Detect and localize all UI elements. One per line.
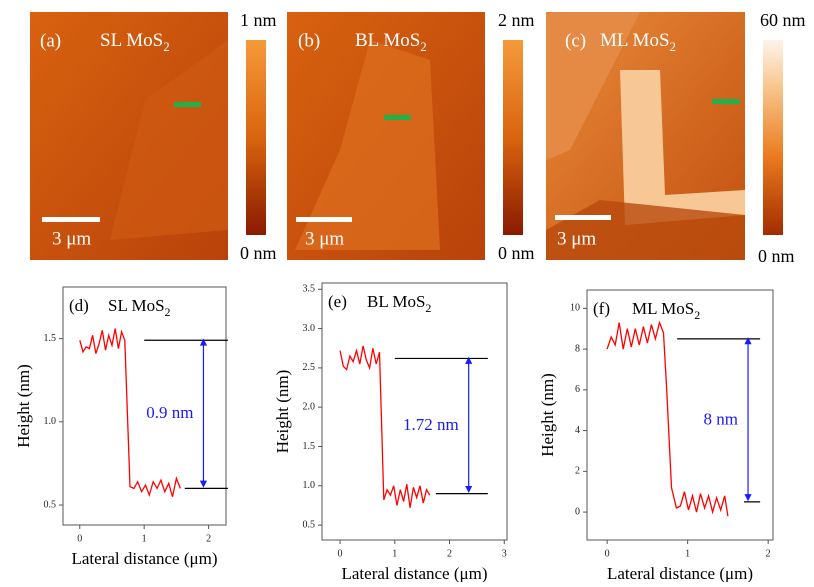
- colorbar-max: 1 nm: [240, 10, 277, 30]
- panel-label: (c): [565, 30, 586, 51]
- y-tick-label: 1.0: [44, 416, 57, 427]
- profile-marker: [712, 99, 740, 104]
- scale-bar-label: 3 μm: [52, 228, 91, 249]
- scale-bar: [555, 215, 611, 220]
- colorbar: [503, 40, 523, 235]
- y-tick-label: 1.0: [303, 480, 316, 491]
- colorbar-min: 0 nm: [498, 243, 535, 263]
- y-tick-label: 4: [575, 425, 580, 436]
- title-text: ML MoS: [632, 299, 694, 318]
- title-text: SL MoS: [100, 30, 163, 51]
- x-axis-label: Lateral distance (μm): [607, 564, 753, 582]
- x-tick-label: 0: [338, 548, 343, 559]
- y-axis-label: Height (nm): [14, 364, 33, 448]
- colorbar-max: 60 nm: [760, 10, 806, 30]
- y-tick-label: 0.5: [303, 519, 316, 530]
- step-height-label: 1.72 nm: [403, 415, 459, 434]
- profile-marker: [384, 115, 411, 120]
- x-tick-label: 2: [447, 548, 452, 559]
- y-tick-label: 2: [575, 466, 580, 477]
- subscript: 2: [163, 39, 170, 54]
- x-tick-label: 1: [142, 533, 147, 544]
- y-tick-label: 2.0: [303, 401, 316, 412]
- x-tick-label: 1: [392, 548, 397, 559]
- subscript: 2: [165, 305, 171, 319]
- scale-bar: [296, 217, 352, 222]
- title-text: BL MoS: [367, 292, 425, 311]
- title-text: BL MoS: [355, 30, 420, 51]
- y-tick-label: 8: [575, 343, 580, 354]
- y-tick-label: 6: [575, 384, 580, 395]
- y-tick-label: 2.5: [303, 362, 316, 373]
- step-height-label: 0.9 nm: [146, 403, 193, 422]
- plot-title: BL MoS2: [367, 292, 431, 315]
- panel-label: (b): [298, 30, 320, 51]
- y-tick-label: 1.5: [303, 441, 316, 452]
- panel-label: (f): [593, 299, 610, 318]
- colorbar: [246, 40, 266, 235]
- image-title: BL MoS2: [355, 30, 427, 54]
- x-tick-label: 0: [77, 533, 82, 544]
- x-tick-label: 3: [502, 548, 507, 559]
- x-axis-label: Lateral distance (μm): [342, 564, 488, 582]
- image-title: SL MoS2: [100, 30, 170, 54]
- panel-label: (d): [69, 296, 89, 315]
- colorbar-max: 2 nm: [498, 10, 535, 30]
- plot-frame: [587, 290, 773, 540]
- x-tick-label: 0: [605, 548, 610, 559]
- profile-marker: [174, 102, 201, 107]
- step-height-label: 8 nm: [704, 409, 738, 428]
- x-tick-label: 1: [685, 548, 690, 559]
- plot-title: ML MoS2: [632, 299, 700, 322]
- y-tick-label: 3.5: [303, 284, 316, 295]
- y-axis-label: Height (nm): [538, 373, 557, 457]
- plot-frame: [322, 283, 507, 540]
- plot-frame: [63, 287, 226, 525]
- scale-bar-label: 3 μm: [305, 228, 344, 249]
- y-tick-label: 10: [570, 303, 580, 314]
- y-axis-label: Height (nm): [273, 370, 292, 454]
- figure: (a) SL MoS2 3 μm 1 nm 0 nm (b) BL MoS2 3…: [0, 0, 814, 582]
- subscript: 2: [694, 308, 700, 322]
- y-tick-label: 3.0: [303, 323, 316, 334]
- scale-bar: [42, 217, 100, 222]
- y-tick-label: 0.5: [44, 499, 57, 510]
- y-tick-label: 0: [575, 506, 580, 517]
- y-tick-label: 1.5: [44, 333, 57, 344]
- subscript: 2: [670, 39, 677, 54]
- colorbar-min: 0 nm: [758, 246, 795, 266]
- plot-title: SL MoS2: [108, 296, 171, 319]
- subscript: 2: [420, 39, 427, 54]
- colorbar: [763, 40, 783, 235]
- image-title: ML MoS2: [600, 30, 676, 54]
- title-text: SL MoS: [108, 296, 165, 315]
- x-tick-label: 2: [766, 548, 771, 559]
- x-tick-label: 2: [206, 533, 211, 544]
- colorbar-min: 0 nm: [240, 243, 277, 263]
- panel-label: (a): [40, 30, 61, 51]
- title-text: ML MoS: [600, 30, 670, 51]
- scale-bar-label: 3 μm: [557, 228, 596, 249]
- panel-label: (e): [328, 292, 347, 311]
- subscript: 2: [425, 301, 431, 315]
- x-axis-label: Lateral distance (μm): [72, 549, 218, 568]
